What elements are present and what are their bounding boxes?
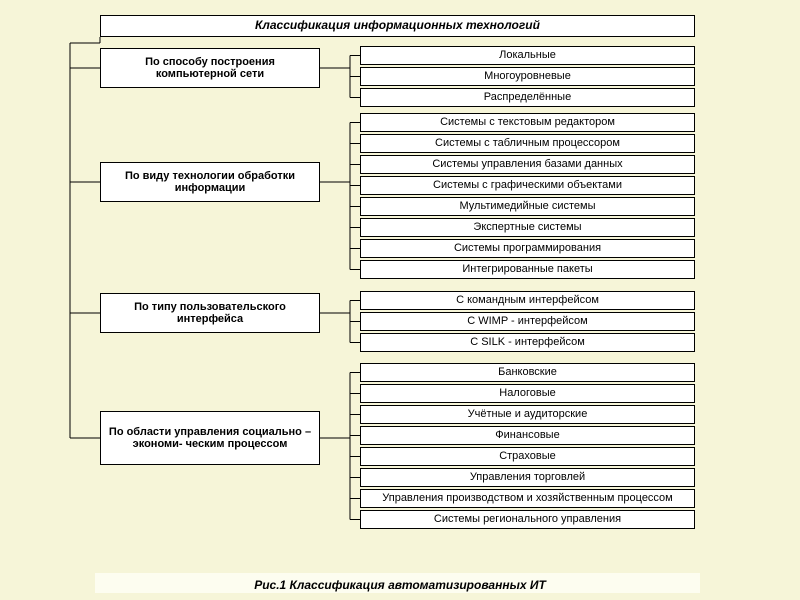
item-box: Системы управления базами данных (360, 155, 695, 174)
item-box: Системы программирования (360, 239, 695, 258)
item-box: Локальные (360, 46, 695, 65)
item-box: Многоуровневые (360, 67, 695, 86)
item-box: С SILK - интерфейсом (360, 333, 695, 352)
item-box: Системы с графическими объектами (360, 176, 695, 195)
item-box: Системы с текстовым редактором (360, 113, 695, 132)
item-box: Банковские (360, 363, 695, 382)
item-box: Системы с табличным процессором (360, 134, 695, 153)
item-box: Экспертные системы (360, 218, 695, 237)
item-box: С WIMP - интерфейсом (360, 312, 695, 331)
item-box: Системы регионального управления (360, 510, 695, 529)
item-box: Управления торговлей (360, 468, 695, 487)
diagram-caption: Рис.1 Классификация автоматизированных И… (0, 578, 800, 592)
category-box: По области управления социально – эконом… (100, 411, 320, 465)
category-box: По виду технологии обработки информации (100, 162, 320, 202)
diagram-title: Классификация информационных технологий (100, 15, 695, 37)
item-box: Управления производством и хозяйственным… (360, 489, 695, 508)
item-box: Страховые (360, 447, 695, 466)
item-box: Распределённые (360, 88, 695, 107)
item-box: Интегрированные пакеты (360, 260, 695, 279)
item-box: Финансовые (360, 426, 695, 445)
item-box: Налоговые (360, 384, 695, 403)
category-box: По способу построения компьютерной сети (100, 48, 320, 88)
category-box: По типу пользовательского интерфейса (100, 293, 320, 333)
item-box: Учётные и аудиторские (360, 405, 695, 424)
item-box: Мультимедийные системы (360, 197, 695, 216)
item-box: С командным интерфейсом (360, 291, 695, 310)
